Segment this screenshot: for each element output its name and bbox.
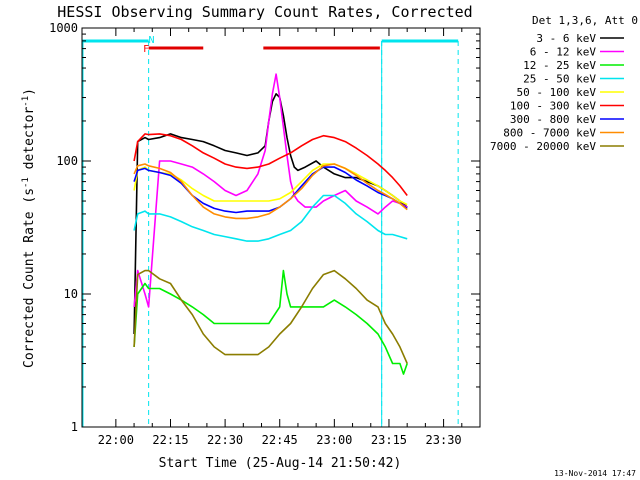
series-line-4	[133, 163, 408, 206]
y-tick-label: 100	[56, 154, 78, 168]
x-tick-label: 22:45	[262, 433, 298, 447]
plot-area: FN	[82, 35, 459, 427]
legend-label-6: 300 - 800 keV	[510, 113, 596, 126]
series-line-1	[133, 73, 408, 308]
series-line-8	[133, 269, 408, 364]
plot-frame	[81, 27, 481, 428]
legend-label-3: 25 - 50 keV	[523, 73, 596, 86]
x-axis-label: Start Time (25-Aug-14 21:50:42)	[159, 456, 402, 471]
legend-label-8: 7000 - 20000 keV	[490, 140, 596, 153]
x-tick-label: 23:15	[371, 433, 407, 447]
legend-label-7: 800 - 7000 keV	[503, 127, 596, 140]
y-axis-label: Corrected Count Rate (s-1 detector-1)	[21, 88, 37, 368]
x-tick-label: 22:30	[207, 433, 243, 447]
series-line-0	[133, 93, 408, 335]
legend-label-1: 6 - 12 keV	[530, 46, 597, 59]
chart-title: HESSI Observing Summary Count Rates, Cor…	[57, 3, 472, 21]
flag-N: N	[149, 35, 155, 46]
y-tick-label: 1000	[49, 21, 78, 35]
footer-timestamp: 13-Nov-2014 17:47	[554, 469, 636, 478]
y-tick-label: 10	[64, 287, 78, 301]
x-tick-label: 23:00	[316, 433, 352, 447]
x-tick-label: 23:30	[426, 433, 462, 447]
series-line-6	[133, 166, 408, 214]
series-line-7	[133, 163, 408, 220]
legend-label-4: 50 - 100 keV	[517, 86, 597, 99]
x-axis: 22:00 22:15 22:30 22:45 23:00 23:15 23:30	[98, 28, 463, 447]
x-tick-label: 22:00	[98, 433, 134, 447]
y-tick-label: 1	[71, 420, 78, 434]
legend-title: Det 1,3,6, Att 0	[532, 14, 638, 27]
y-axis: 1 10 100 1000	[49, 21, 480, 434]
flag-F: F	[143, 44, 149, 55]
legend-label-0: 3 - 6 keV	[536, 32, 596, 45]
legend-label-2: 12 - 25 keV	[523, 59, 596, 72]
series-line-2	[133, 269, 408, 375]
x-tick-label: 22:15	[152, 433, 188, 447]
series-line-3	[133, 194, 408, 242]
legend-label-5: 100 - 300 keV	[510, 100, 596, 113]
series-line-5	[133, 133, 408, 196]
